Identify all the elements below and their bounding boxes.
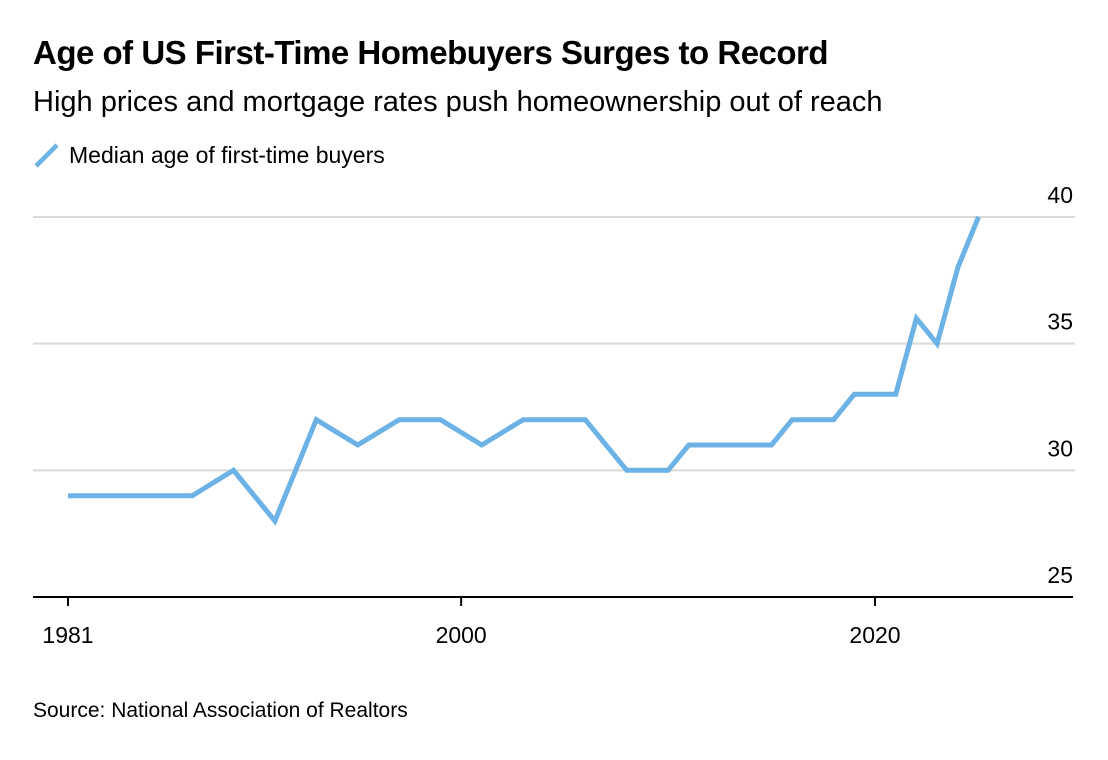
- source-note: Source: National Association of Realtors: [33, 699, 408, 722]
- y-tick-label-30: 30: [1047, 435, 1073, 461]
- y-tick-label-40: 40: [1047, 182, 1073, 208]
- x-tick-label-2000: 2000: [436, 622, 487, 648]
- series-line-0: [68, 216, 981, 526]
- chart-legend: Median age of first-time buyers: [33, 140, 385, 170]
- y-tick-label-25: 25: [1047, 562, 1073, 588]
- x-tick-label-2020: 2020: [849, 622, 900, 648]
- x-tick-label-1981: 1981: [42, 622, 93, 648]
- y-tick-label-35: 35: [1047, 309, 1073, 335]
- legend-label: Median age of first-time buyers: [69, 141, 385, 168]
- chart-title: Age of US First-Time Homebuyers Surges t…: [33, 34, 829, 71]
- legend-line-icon: [34, 143, 59, 168]
- chart-subtitle: High prices and mortgage rates push home…: [33, 86, 883, 118]
